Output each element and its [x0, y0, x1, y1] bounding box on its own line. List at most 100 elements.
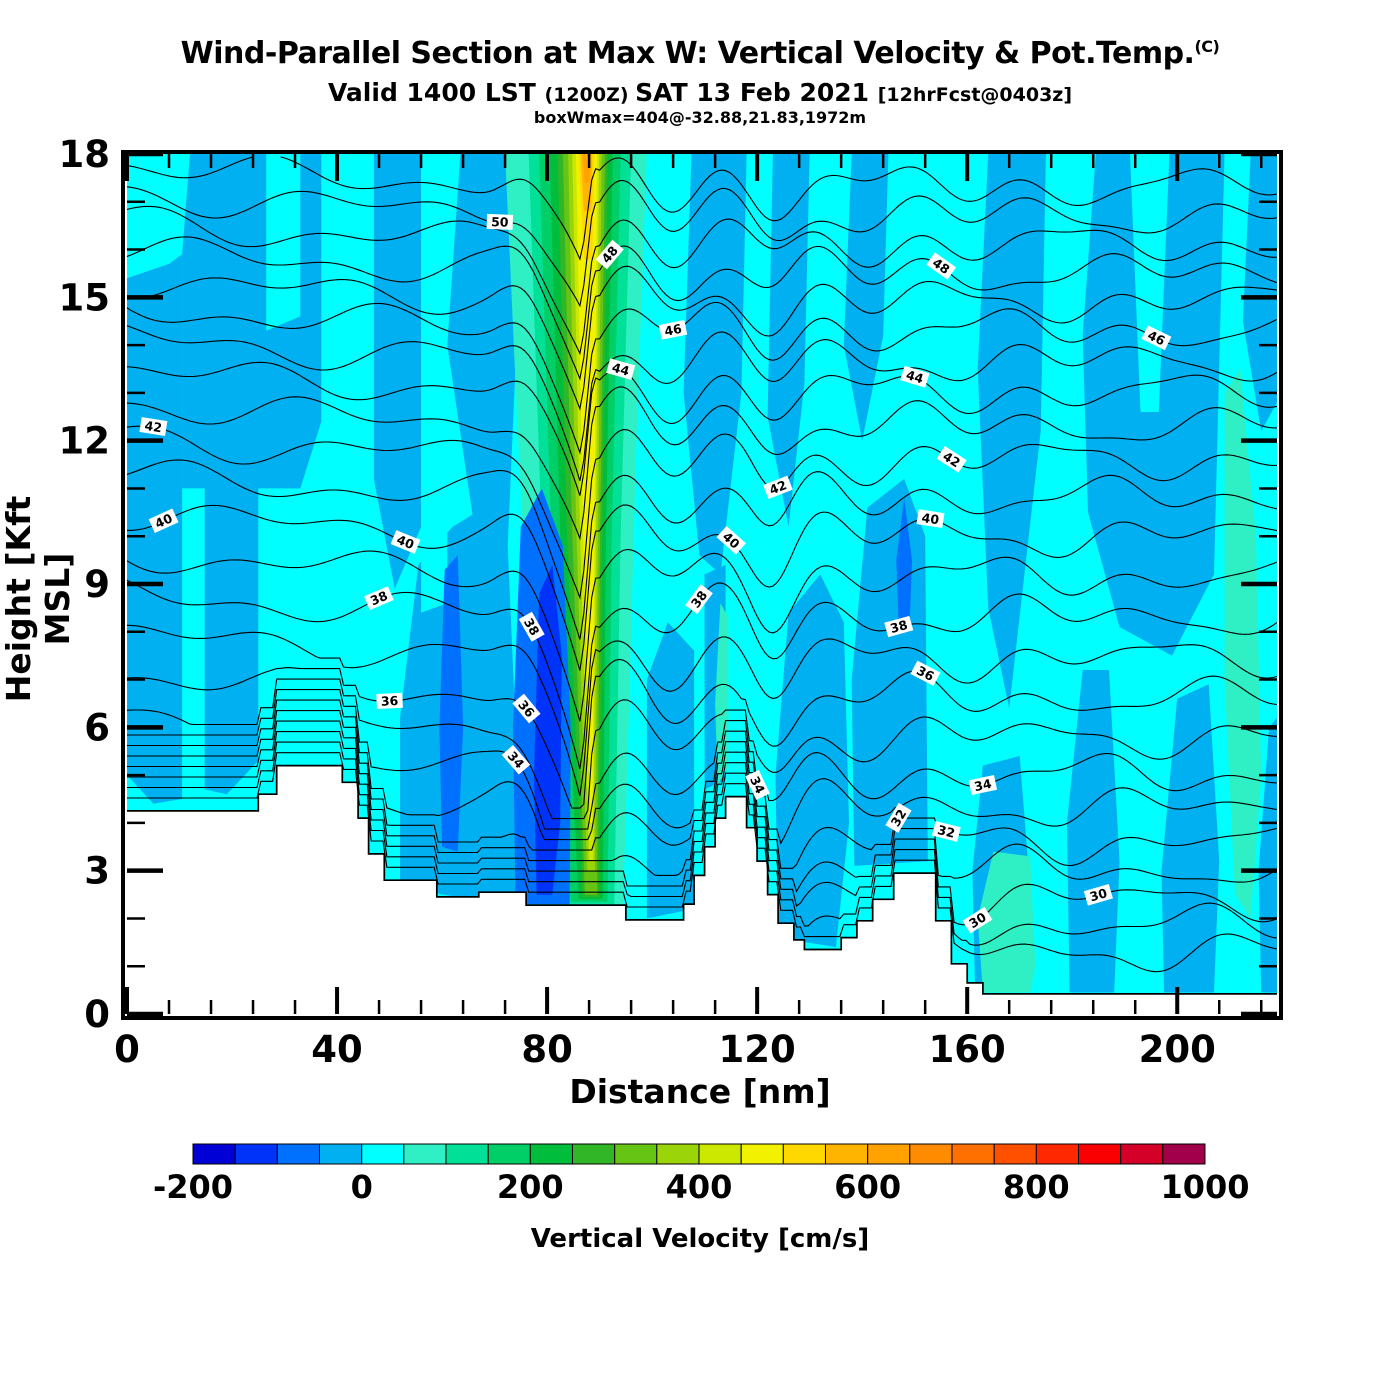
isotherm-label-box	[148, 508, 179, 533]
isotherm-label-box	[512, 693, 541, 724]
fill-region-cyan-stripe-45	[358, 154, 374, 874]
fill-region-updraft-patch-peak1	[715, 603, 729, 785]
isotherm-line-42	[126, 425, 1277, 600]
isotherm-line-32	[127, 710, 1278, 869]
isotherm-label-group-40: 40	[916, 509, 945, 529]
isotherm-label-text: 36	[381, 693, 399, 709]
colorbar-tick-label-1000: 1000	[1160, 1168, 1249, 1206]
fill-region-weak-downdraft-valley-oval	[775, 574, 849, 948]
colorbar-segment-500	[782, 1143, 826, 1165]
boxwmax-subline: boxWmax=404@-32.88,21.83,1972m	[533, 108, 867, 127]
fill-region-cyan-stripe-58	[421, 154, 448, 613]
isotherm-label-text: 34	[973, 776, 993, 794]
isotherm-line-50	[126, 179, 1278, 308]
colorbar-segment-0	[361, 1143, 405, 1165]
fill-region-weak-downdraft-left-mid	[204, 459, 259, 795]
isotherm-label-box	[900, 365, 930, 388]
colorbar-segment-300	[614, 1143, 658, 1165]
isotherm-label-box	[1141, 325, 1172, 351]
isotherm-label-box	[716, 525, 746, 555]
isotherm-label-text: 38	[521, 615, 543, 638]
isotherm-label-box	[139, 417, 168, 436]
isotherm-label-box	[595, 239, 624, 270]
isotherm-line-34	[127, 689, 1278, 830]
fill-region-weak-downdraft-upper-195	[1082, 154, 1225, 656]
isotherm-label-text: 40	[921, 510, 941, 528]
colorbar-segment-600	[867, 1143, 911, 1165]
fill-region-weak-downdraft-low-103	[646, 622, 695, 919]
isotherm-line-43	[126, 386, 1277, 541]
isotherm-label-box	[885, 802, 912, 833]
valid-time-subtitle: Valid 1400 LST (1200Z) SAT 13 Feb 2021 […	[0, 78, 1400, 107]
isotherm-label-box	[910, 660, 941, 686]
colorbar-segment--100	[276, 1143, 320, 1165]
isotherm-line-36	[126, 658, 1278, 809]
colorbar-segment-950	[1162, 1143, 1206, 1165]
isotherm-line-28	[127, 752, 1278, 973]
isotherm-label-box	[763, 475, 793, 500]
page-title: Wind-Parallel Section at Max W: Vertical…	[0, 36, 1400, 71]
fill-region-weak-downdraft-low-217	[1258, 717, 1277, 993]
isotherm-label-text: 46	[1145, 327, 1167, 348]
isotherm-line-44	[126, 361, 1278, 496]
y-tick-label-0: 0	[84, 993, 110, 1036]
colorbar-tick-label--200: -200	[153, 1168, 233, 1206]
colorbar-tick-label-800: 800	[1003, 1168, 1070, 1206]
isotherm-label-group-50: 50	[486, 213, 514, 230]
fill-region-weak-downdraft-upper-126	[767, 154, 810, 527]
isotherm-label-box	[936, 446, 967, 473]
x-tick-label-120: 120	[719, 1028, 796, 1071]
isotherm-label-box	[931, 820, 961, 842]
y-tick-label-6: 6	[84, 706, 110, 749]
isotherm-line-31	[127, 720, 1278, 893]
colorbar-tick-label-400: 400	[666, 1168, 733, 1206]
isotherm-line-41	[126, 459, 1278, 640]
colorbar-tick-label-0: 0	[351, 1168, 373, 1206]
isotherm-label-text: 38	[888, 617, 909, 636]
title-units-suffix: (C)	[1194, 37, 1220, 56]
fill-region-downdraft-streak-61	[439, 555, 464, 852]
colorbar-segment-750	[993, 1143, 1037, 1165]
isotherm-line-51	[126, 156, 1278, 261]
y-axis-label: Height [Kft MSL]	[0, 495, 77, 703]
colorbar-segment-850	[1078, 1143, 1122, 1165]
isotherm-label-text: 50	[491, 214, 509, 230]
y-tick-label-3: 3	[84, 850, 110, 893]
isotherm-line-30	[127, 731, 1278, 926]
fill-region-weak-downdraft-upper-112	[683, 154, 747, 575]
colorbar-segment-250	[572, 1143, 616, 1165]
isotherm-label-group-32: 32	[931, 820, 961, 842]
isotherm-label-group-46: 46	[1141, 325, 1172, 351]
isotherm-label-text: 44	[610, 360, 631, 379]
terrain-outline	[127, 764, 1277, 995]
isotherm-line-33	[127, 699, 1278, 845]
colorbar-segment--50	[319, 1143, 363, 1165]
isotherm-label-text: 42	[767, 477, 789, 497]
isotherm-label-group-44: 44	[900, 365, 930, 388]
colorbar-segment-650	[909, 1143, 953, 1165]
colorbar-title: Vertical Velocity [cm/s]	[530, 1224, 870, 1254]
isotherm-label-box	[968, 775, 998, 796]
isotherm-line-49	[126, 205, 1277, 356]
y-tick-label-15: 15	[59, 276, 111, 319]
colorbar-tick-label-600: 600	[834, 1168, 901, 1206]
isotherm-label-group-44: 44	[606, 358, 636, 380]
isotherm-label-group-46: 46	[658, 319, 688, 340]
isotherm-label-box	[745, 769, 770, 800]
colorbar-segment-550	[825, 1143, 869, 1165]
isotherm-label-text: 32	[936, 822, 957, 841]
subtitle-zulu: (1200Z)	[544, 84, 636, 106]
isotherm-label-group-38: 38	[518, 611, 545, 642]
isotherm-label-group-42: 42	[139, 417, 168, 436]
isotherm-label-box	[685, 584, 713, 615]
isotherm-label-group-40: 40	[148, 508, 179, 533]
isotherm-line-35	[126, 678, 1278, 820]
isotherm-line-40	[126, 504, 1278, 671]
isotherm-label-box	[486, 213, 514, 230]
isotherm-line-48	[126, 236, 1278, 381]
isotherm-label-box	[501, 745, 531, 775]
isotherm-label-text: 40	[395, 532, 417, 553]
x-tick-label-0: 0	[114, 1028, 140, 1071]
colorbar-segment-350	[656, 1143, 700, 1165]
